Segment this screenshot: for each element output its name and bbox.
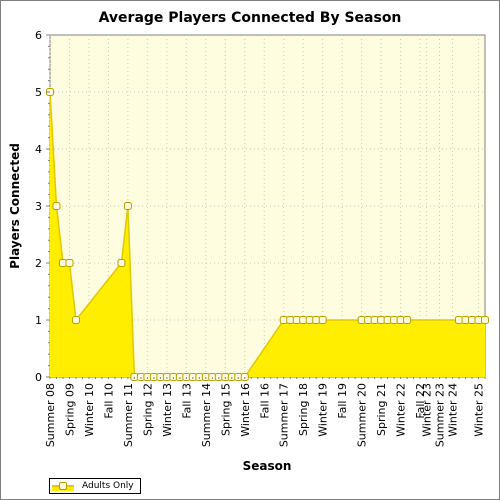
y-tick-label: 3: [35, 200, 42, 213]
series-area: [50, 92, 485, 377]
x-tick-label: Winter 25: [473, 383, 486, 437]
x-tick-label: Spring 21: [375, 383, 388, 436]
x-tick-label: Fall 16: [258, 383, 271, 419]
x-tick-label: Winter 24: [447, 383, 460, 437]
data-point: [370, 316, 379, 324]
data-point: [461, 316, 470, 324]
x-tick-label: Summer 14: [200, 383, 213, 447]
data-point: [364, 316, 373, 324]
x-tick-label: Spring 18: [297, 383, 310, 436]
x-axis: Summer 08 Spring 09 Winter 10 Fall 10 Summer…: [44, 377, 486, 447]
legend-swatch-icon: [50, 479, 76, 493]
y-axis: 0 1 2 3 4 5 6: [35, 29, 50, 384]
y-tick-label: 4: [35, 143, 42, 156]
data-point: [468, 316, 477, 324]
chart-title: Average Players Connected By Season: [99, 10, 402, 26]
data-point: [279, 316, 288, 324]
y-tick-label: 2: [35, 257, 42, 270]
x-tick-label: Summer 11: [122, 383, 135, 447]
y-axis-title: Players Connected: [8, 143, 22, 269]
x-tick-label: Fall 13: [180, 383, 193, 419]
legend: Adults Only: [49, 478, 141, 494]
data-point: [390, 316, 399, 324]
data-point: [292, 316, 301, 324]
x-tick-label: Spring 09: [63, 383, 76, 436]
data-point: [396, 316, 405, 324]
x-axis-title: Season: [243, 459, 292, 473]
data-point: [58, 259, 67, 267]
data-point: [383, 316, 392, 324]
y-tick-label: 5: [35, 86, 42, 99]
points-layer: [46, 88, 489, 381]
data-point: [481, 316, 489, 324]
x-tick-label: Winter 10: [83, 383, 96, 437]
x-tick-label: Winter 23: [421, 383, 434, 437]
x-tick-label: Summer 17: [278, 383, 291, 447]
data-point: [312, 316, 321, 324]
data-point: [357, 316, 366, 324]
legend-label: Adults Only: [82, 481, 134, 491]
x-tick-label: Spring 15: [219, 383, 232, 436]
y-tick-label: 0: [35, 371, 42, 384]
x-tick-label: Spring 12: [141, 383, 154, 436]
data-point: [65, 259, 74, 267]
data-point: [299, 316, 308, 324]
x-tick-label: Winter 19: [317, 383, 330, 437]
x-tick-label: Fall 10: [102, 383, 115, 419]
x-tick-label: Winter 16: [239, 383, 252, 437]
data-point: [455, 316, 464, 324]
data-point: [123, 202, 132, 210]
x-tick-label: Winter 22: [395, 383, 408, 437]
x-tick-label: Winter 13: [161, 383, 174, 437]
data-point: [305, 316, 314, 324]
data-point: [474, 316, 483, 324]
data-point: [318, 316, 327, 324]
data-point: [377, 316, 386, 324]
x-tick-label: Fall 19: [336, 383, 349, 419]
x-tick-label: Summer 23: [434, 383, 447, 447]
data-point: [286, 316, 295, 324]
x-tick-label: Summer 20: [356, 383, 369, 447]
data-point: [403, 316, 412, 324]
x-tick-label: Summer 08: [44, 383, 57, 447]
x-tick-label: Fall 22: [414, 383, 427, 419]
data-point: [117, 259, 126, 267]
y-tick-label: 6: [35, 29, 42, 42]
y-tick-label: 1: [35, 314, 42, 327]
data-point: [52, 202, 61, 210]
data-point: [71, 316, 80, 324]
